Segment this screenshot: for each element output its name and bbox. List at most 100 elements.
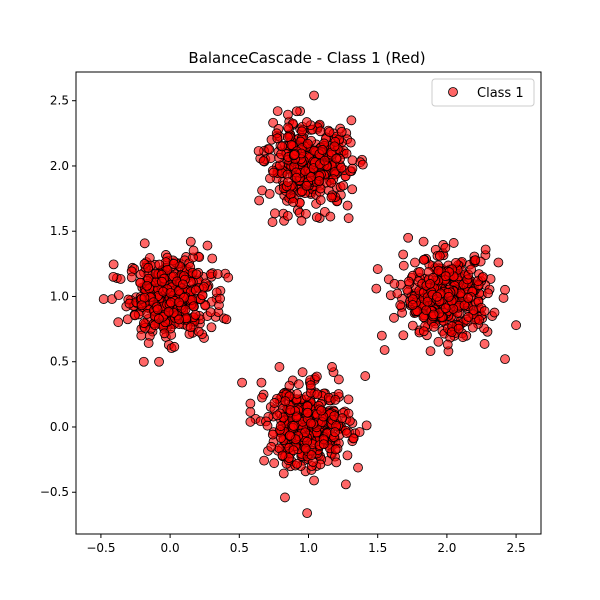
data-point <box>285 430 295 441</box>
data-point <box>113 317 124 328</box>
data-point <box>319 155 330 166</box>
data-point <box>316 405 327 416</box>
data-point <box>108 259 119 270</box>
data-point <box>282 177 293 187</box>
data-point <box>440 242 451 253</box>
data-point <box>442 339 453 350</box>
data-point <box>143 338 154 349</box>
data-point <box>389 312 399 323</box>
data-point <box>318 439 329 450</box>
data-point <box>269 458 280 469</box>
data-point <box>418 236 429 247</box>
data-point <box>254 195 265 206</box>
data-point <box>301 208 311 219</box>
data-point <box>467 322 478 333</box>
data-point <box>258 156 269 166</box>
data-point <box>331 153 342 164</box>
y-tick-label: 1.5 <box>50 224 69 238</box>
data-point <box>291 172 302 183</box>
data-point <box>474 314 485 325</box>
data-point <box>311 212 322 223</box>
data-point <box>277 141 288 152</box>
data-point <box>282 210 293 221</box>
data-point <box>346 115 357 126</box>
data-point <box>269 208 280 219</box>
data-point <box>357 159 368 170</box>
data-point <box>493 257 504 268</box>
data-point <box>178 279 188 290</box>
data-point <box>340 479 351 490</box>
data-point <box>354 427 365 437</box>
data-point <box>342 450 353 461</box>
data-point <box>306 172 316 182</box>
data-point <box>480 244 491 255</box>
data-point <box>136 330 147 341</box>
data-point <box>292 458 302 469</box>
data-point <box>185 322 196 333</box>
data-point <box>353 462 363 473</box>
data-point <box>296 126 307 137</box>
data-point <box>215 293 225 304</box>
data-point <box>398 249 409 260</box>
x-tick-label: −0.5 <box>86 541 115 555</box>
data-point <box>341 148 352 159</box>
data-point <box>301 180 312 191</box>
data-point <box>443 291 454 302</box>
data-point <box>341 428 352 439</box>
data-point <box>283 122 293 133</box>
data-point <box>305 418 316 429</box>
data-point <box>139 238 150 249</box>
data-point <box>407 320 418 331</box>
data-point <box>190 309 201 320</box>
data-point <box>343 213 354 224</box>
x-tick-label: 1.0 <box>299 541 318 555</box>
data-point <box>98 294 109 304</box>
data-point <box>289 150 300 160</box>
data-point <box>269 398 280 408</box>
data-point <box>338 180 349 191</box>
data-point <box>268 167 279 178</box>
data-point <box>395 300 406 311</box>
data-point <box>205 307 216 318</box>
data-point <box>166 297 176 308</box>
data-point <box>309 475 319 486</box>
data-point <box>371 283 382 294</box>
data-point <box>306 450 317 461</box>
legend-marker <box>448 87 458 97</box>
data-point <box>297 367 308 378</box>
data-point <box>245 416 256 427</box>
data-point <box>433 336 444 347</box>
data-point <box>466 264 477 275</box>
data-point <box>138 356 149 367</box>
data-point <box>169 341 180 352</box>
data-point <box>348 433 359 444</box>
data-point <box>165 288 176 298</box>
x-tick-label: 2.0 <box>437 541 456 555</box>
data-point <box>174 297 184 308</box>
data-point <box>498 293 509 303</box>
data-point <box>202 240 213 251</box>
data-point <box>286 140 297 150</box>
chart-title: BalanceCascade - Class 1 (Red) <box>188 49 425 67</box>
data-point <box>463 293 474 303</box>
data-point <box>315 126 326 137</box>
data-point <box>337 413 348 424</box>
data-point <box>206 322 217 333</box>
data-point <box>272 410 283 421</box>
data-point <box>511 320 521 331</box>
data-point <box>174 314 184 325</box>
data-point <box>188 301 199 312</box>
data-point <box>432 291 442 302</box>
data-point <box>302 407 313 418</box>
data-point <box>168 258 179 269</box>
data-point <box>398 330 409 341</box>
data-point <box>333 374 344 385</box>
data-point <box>330 427 340 438</box>
data-point <box>489 307 500 318</box>
data-point <box>372 264 383 274</box>
y-tick-label: 2.0 <box>50 159 69 173</box>
data-point <box>188 245 199 256</box>
data-point <box>272 106 283 117</box>
y-tick-label: −0.5 <box>40 485 69 499</box>
